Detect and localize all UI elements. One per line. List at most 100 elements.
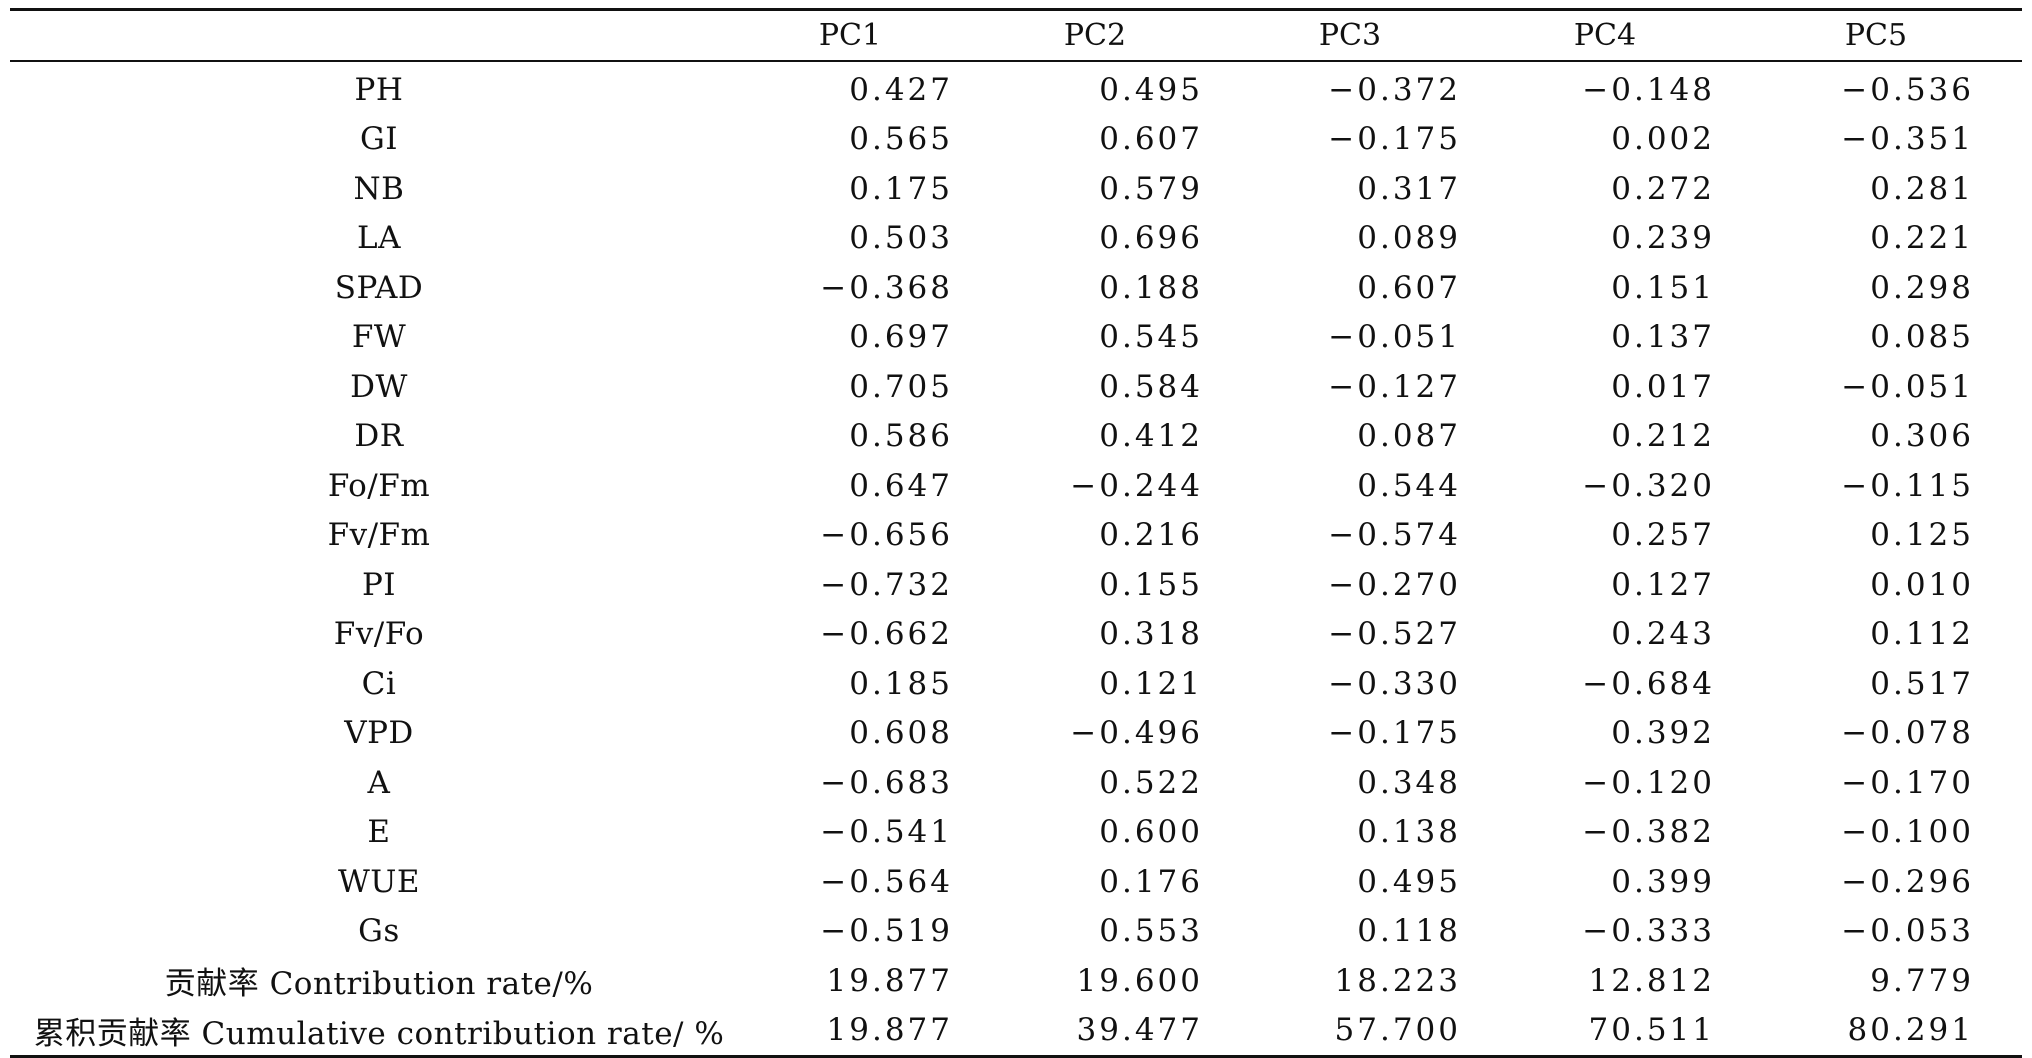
cell-pc1: 0.647 [849,467,953,504]
cell-pc2: 0.579 [1099,170,1203,207]
cell-pc4: 0.151 [1611,269,1715,306]
row-label: 贡献率 Contribution rate/% [164,966,594,1003]
cell-pc1: 19.877 [826,1012,953,1049]
cell-pc2: 0.584 [1099,368,1203,405]
header-cell-pc2: PC2 [1063,18,1127,53]
table-row: E −0.541 0.600 0.138 −0.382 −0.100 [10,808,2022,858]
table-row: Fo/Fm 0.647 −0.244 0.544 −0.320 −0.115 [10,461,2022,511]
cell-pc2: 0.495 [1099,71,1203,108]
cell-pc4: 0.399 [1611,863,1715,900]
row-label: SPAD [334,269,424,306]
table-row: GI 0.565 0.607 −0.175 0.002 −0.351 [10,115,2022,165]
cell-pc5: 0.298 [1870,269,1974,306]
table-row: VPD 0.608 −0.496 −0.175 0.392 −0.078 [10,709,2022,759]
table-body: PH 0.427 0.495 −0.372 −0.148 −0.536 GI 0.565 0.6… [10,61,2022,1057]
table-row: DW 0.705 0.584 −0.127 0.017 −0.051 [10,362,2022,412]
cell-pc3: 0.089 [1357,220,1461,257]
cell-pc2: 0.121 [1099,665,1203,702]
cell-pc5: −0.296 [1841,863,1974,900]
header-cell-pc5: PC5 [1844,18,1908,53]
header-row: PC1 PC2 PC3 PC4 PC5 [10,9,2022,61]
cell-pc1: −0.732 [820,566,953,603]
table-header: PC1 PC2 PC3 PC4 PC5 [10,9,2022,61]
row-label: Fo/Fm [327,467,431,504]
cell-pc3: 57.700 [1334,1012,1461,1049]
cell-pc2: 0.318 [1099,616,1203,653]
cell-pc5: 0.085 [1870,319,1974,356]
row-label: DW [350,368,408,405]
row-label: GI [359,121,398,158]
row-label: VPD [344,715,414,752]
cell-pc5: −0.170 [1841,764,1974,801]
cell-pc3: 0.118 [1357,913,1461,950]
cell-pc3: 0.607 [1357,269,1461,306]
cell-pc4: 0.243 [1611,616,1715,653]
row-label: 累积贡献率 Cumulative contribution rate/ % [33,1015,725,1052]
cell-pc3: −0.175 [1328,121,1461,158]
cell-pc2: −0.496 [1070,715,1203,752]
cell-pc1: 0.565 [849,121,953,158]
cell-pc1: −0.541 [820,814,953,851]
cell-pc1: −0.662 [820,616,953,653]
cell-pc5: −0.351 [1841,121,1974,158]
cell-pc5: 0.221 [1870,220,1974,257]
row-label: Fv/Fo [333,616,425,653]
table-row: A −0.683 0.522 0.348 −0.120 −0.170 [10,758,2022,808]
cell-pc4: 0.017 [1611,368,1715,405]
cell-pc2: 0.412 [1099,418,1203,455]
cell-pc5: 0.306 [1870,418,1974,455]
cell-pc3: 0.495 [1357,863,1461,900]
cell-pc3: 0.348 [1357,764,1461,801]
header-cell-pc1: PC1 [818,18,882,53]
cell-pc5: −0.115 [1841,467,1974,504]
row-label: E [367,814,391,851]
cell-pc3: −0.175 [1328,715,1461,752]
row-label: LA [357,220,401,257]
cell-pc4: 12.812 [1588,962,1715,999]
cell-pc2: −0.244 [1070,467,1203,504]
cell-pc1: −0.368 [820,269,953,306]
table-row: SPAD −0.368 0.188 0.607 0.151 0.298 [10,263,2022,313]
table-row: NB 0.175 0.579 0.317 0.272 0.281 [10,164,2022,214]
cell-pc2: 19.600 [1076,962,1203,999]
cell-pc5: 0.517 [1870,665,1974,702]
table-row: Fv/Fm −0.656 0.216 −0.574 0.257 0.125 [10,511,2022,561]
cell-pc2: 0.607 [1099,121,1203,158]
cell-pc5: 9.779 [1870,962,1974,999]
table-row: FW 0.697 0.545 −0.051 0.137 0.085 [10,313,2022,363]
cell-pc2: 0.188 [1099,269,1203,306]
row-label: Fv/Fm [327,517,431,554]
cell-pc3: −0.051 [1328,319,1461,356]
cell-pc1: −0.656 [820,517,953,554]
row-label: FW [351,319,407,356]
cell-pc3: 0.087 [1357,418,1461,455]
cell-pc3: −0.527 [1328,616,1461,653]
cell-pc2: 39.477 [1076,1012,1203,1049]
cell-pc5: −0.078 [1841,715,1974,752]
cell-pc1: 0.503 [849,220,953,257]
cell-pc2: 0.155 [1099,566,1203,603]
row-label: A [367,764,391,801]
row-label: DR [354,418,404,455]
cell-pc5: 80.291 [1847,1012,1974,1049]
cell-pc4: 0.392 [1611,715,1715,752]
cell-pc2: 0.696 [1099,220,1203,257]
cell-pc1: 0.697 [849,319,953,356]
row-label: NB [353,170,405,207]
cell-pc4: −0.148 [1582,71,1715,108]
pca-loadings-table-container: PC1 PC2 PC3 PC4 PC5 PH 0.427 0.495 −0.372 −0… [10,8,2022,1058]
cell-pc1: 0.175 [849,170,953,207]
header-cell-pc3: PC3 [1318,18,1382,53]
cell-pc1: 0.427 [849,71,953,108]
cell-pc5: 0.281 [1870,170,1974,207]
cell-pc2: 0.545 [1099,319,1203,356]
cell-pc1: 0.608 [849,715,953,752]
table-row: 累积贡献率 Cumulative contribution rate/ % 19.… [10,1006,2022,1057]
cell-pc1: 0.185 [849,665,953,702]
cell-pc1: 0.705 [849,368,953,405]
cell-pc3: 0.138 [1357,814,1461,851]
cell-pc2: 0.216 [1099,517,1203,554]
cell-pc5: −0.536 [1841,71,1974,108]
cell-pc4: 0.212 [1611,418,1715,455]
cell-pc1: 0.586 [849,418,953,455]
